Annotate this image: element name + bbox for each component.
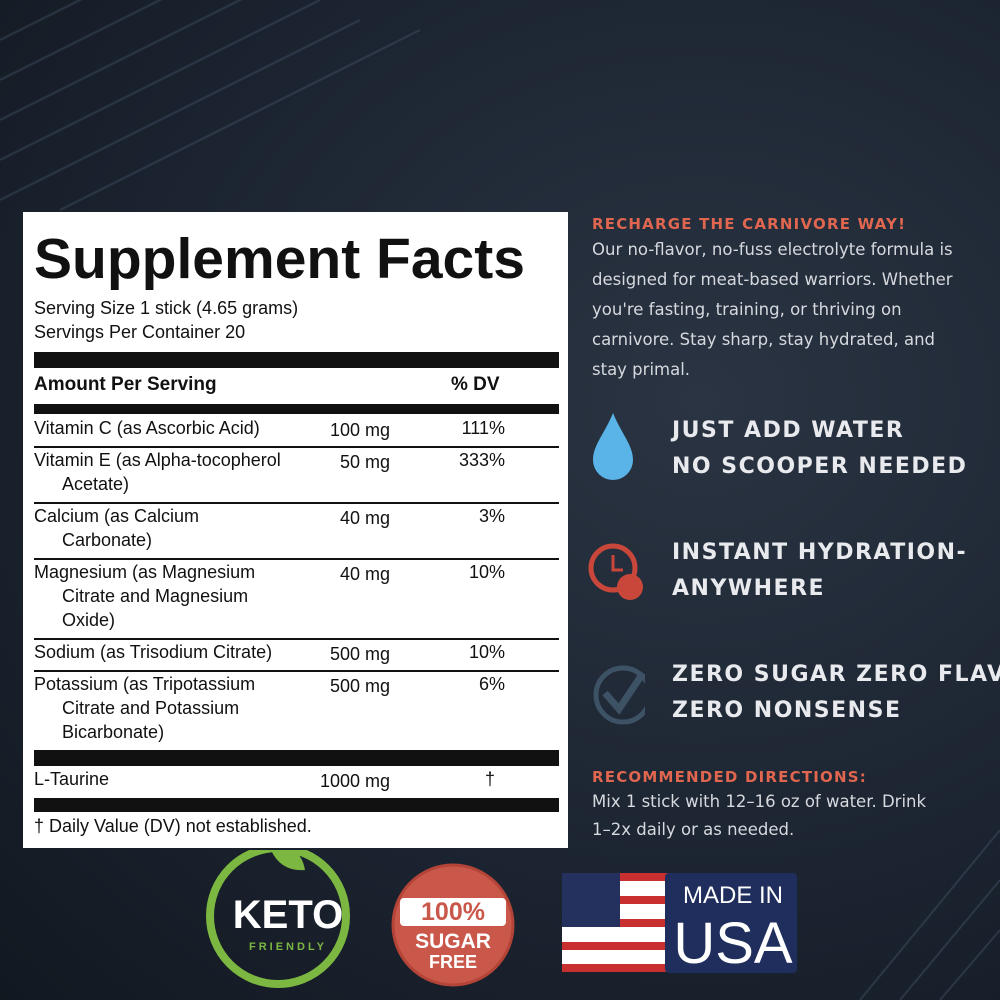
pitch-line: stay primal. [592,360,691,379]
servings-per-container: Servings Per Container 20 [34,322,246,342]
feature-line: NO SCOOPER NEEDED [672,454,968,479]
water-drop-icon [593,413,633,480]
supplement-facts-panel: Supplement Facts Serving Size 1 stick (4… [23,212,568,848]
sugar-top: 100% [421,898,485,926]
directions-line: 1–2x daily or as needed. [592,820,795,839]
feature-line: ZERO NONSENSE [672,698,902,723]
clock-icon [588,543,638,593]
pitch-heading: RECHARGE THE CARNIVORE WAY! [592,215,907,233]
nutrient-name: Potassium (as Tripotassium [34,674,256,694]
thin-rule [34,446,559,448]
footnote: † Daily Value (DV) not established. [34,816,312,836]
keto-text: KETO [233,893,343,937]
nutrient-name: Magnesium (as Magnesium [34,562,256,582]
thin-rule [34,670,559,672]
nutrient-name: L-Taurine [34,769,110,789]
sugar-mid: SUGAR [415,930,491,953]
pitch-line: you're fasting, training, or thriving on [592,300,902,319]
us-flag [562,873,680,972]
feature-line: ZERO SUGAR ZERO FLAVOR [672,662,1000,687]
thick-rule [34,798,559,812]
nutrient-name: Bicarbonate) [62,722,165,742]
nutrient-name: Acetate) [62,474,130,494]
nutrient-name: Sodium (as Trisodium Citrate) [34,642,273,662]
thin-rule [34,638,559,640]
nutrient-dv: 3% [478,506,505,526]
pitch-line: designed for meat-based warriors. Whethe… [592,270,953,289]
feature-line: ANYWHERE [672,576,826,601]
keto-sub: FRIENDLY [249,941,327,953]
pitch-line: Our no-flavor, no-fuss electrolyte formu… [592,240,953,259]
facts-title: Supplement Facts [34,227,525,291]
nutrient-amount: 50 mg [339,452,390,472]
nutrient-name: Citrate and Magnesium [62,586,249,606]
nutrient-dv: 6% [478,674,505,694]
pitch-line: carnivore. Stay sharp, stay hydrated, an… [592,330,936,349]
directions-line: Mix 1 stick with 12–16 oz of water. Drin… [592,792,927,811]
nutrient-name: Vitamin C (as Ascorbic Acid) [34,418,260,438]
nutrient-name: Oxide) [62,610,116,630]
nutrient-dv: 333% [458,450,505,470]
medium-rule [34,404,559,414]
keto-badge [206,850,350,988]
thick-rule [34,750,559,766]
nutrient-amount: 1000 mg [319,771,390,791]
feature-icons [588,413,645,725]
nutrient-dv: 10% [468,642,505,662]
nutrient-dv: 10% [468,562,505,582]
nutrient-dv: † [485,769,496,789]
thick-rule [34,352,559,368]
made-in-text: MADE IN [683,882,783,909]
directions-heading: RECOMMENDED DIRECTIONS: [592,768,867,786]
thin-rule [34,502,559,504]
nutrient-name: Citrate and Potassium [62,698,240,718]
nutrient-name: Calcium (as Calcium [34,506,200,526]
nutrient-amount: 100 mg [329,420,390,440]
feature-line: JUST ADD WATER [672,418,905,443]
nutrient-amount: 40 mg [339,508,390,528]
badges: KETO FRIENDLY 100% SUGAR FREE MADE IN US… [206,850,797,988]
check-icon [593,665,645,725]
thin-rule [34,558,559,560]
nutrient-amount: 40 mg [339,564,390,584]
nutrient-name: Vitamin E (as Alpha-tocopherol [34,450,281,470]
dv-header: % DV [451,374,500,395]
usa-text: USA [673,911,793,976]
nutrient-dv: 111% [461,418,505,438]
sugar-bottom: FREE [429,952,477,972]
feature-line: INSTANT HYDRATION- [672,540,968,565]
nutrient-name: Carbonate) [62,530,153,550]
amount-header: Amount Per Serving [34,374,217,395]
serving-size: Serving Size 1 stick (4.65 grams) [34,298,299,318]
nutrient-amount: 500 mg [329,644,390,664]
nutrient-amount: 500 mg [329,676,390,696]
made-in-usa-badge [665,873,797,973]
